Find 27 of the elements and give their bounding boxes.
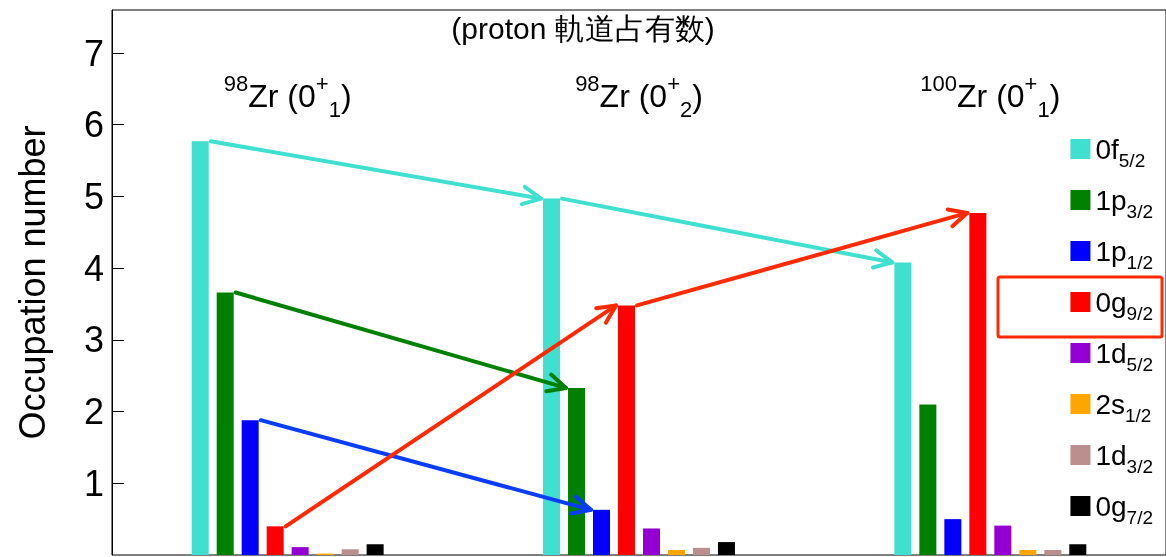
- y-tick-label: 2: [83, 391, 104, 433]
- bar: [643, 528, 660, 555]
- bar: [1019, 549, 1037, 555]
- bar: [241, 420, 259, 555]
- chart-title: (proton 軌道占有数): [451, 11, 715, 45]
- bar: [969, 212, 987, 555]
- y-tick-label: 4: [83, 247, 104, 289]
- bar: [1044, 549, 1062, 555]
- bar: [692, 547, 710, 555]
- bar: [191, 141, 209, 555]
- y-tick-label: 1: [83, 462, 104, 504]
- bar: [266, 526, 284, 555]
- bar: [994, 525, 1012, 555]
- bar: [593, 509, 611, 555]
- bar: [944, 519, 962, 555]
- bar: [919, 404, 937, 555]
- y-axis-title: Occupation number: [11, 125, 53, 440]
- bar: [667, 549, 685, 555]
- bar: [291, 547, 309, 555]
- y-tick-label: 3: [83, 319, 104, 361]
- y-tick-label: 6: [83, 104, 104, 146]
- bar: [216, 292, 234, 555]
- bar: [618, 305, 636, 555]
- bar: [341, 549, 359, 555]
- bar: [894, 262, 912, 555]
- y-tick-label: 5: [83, 175, 104, 217]
- y-tick-label: 7: [83, 32, 104, 74]
